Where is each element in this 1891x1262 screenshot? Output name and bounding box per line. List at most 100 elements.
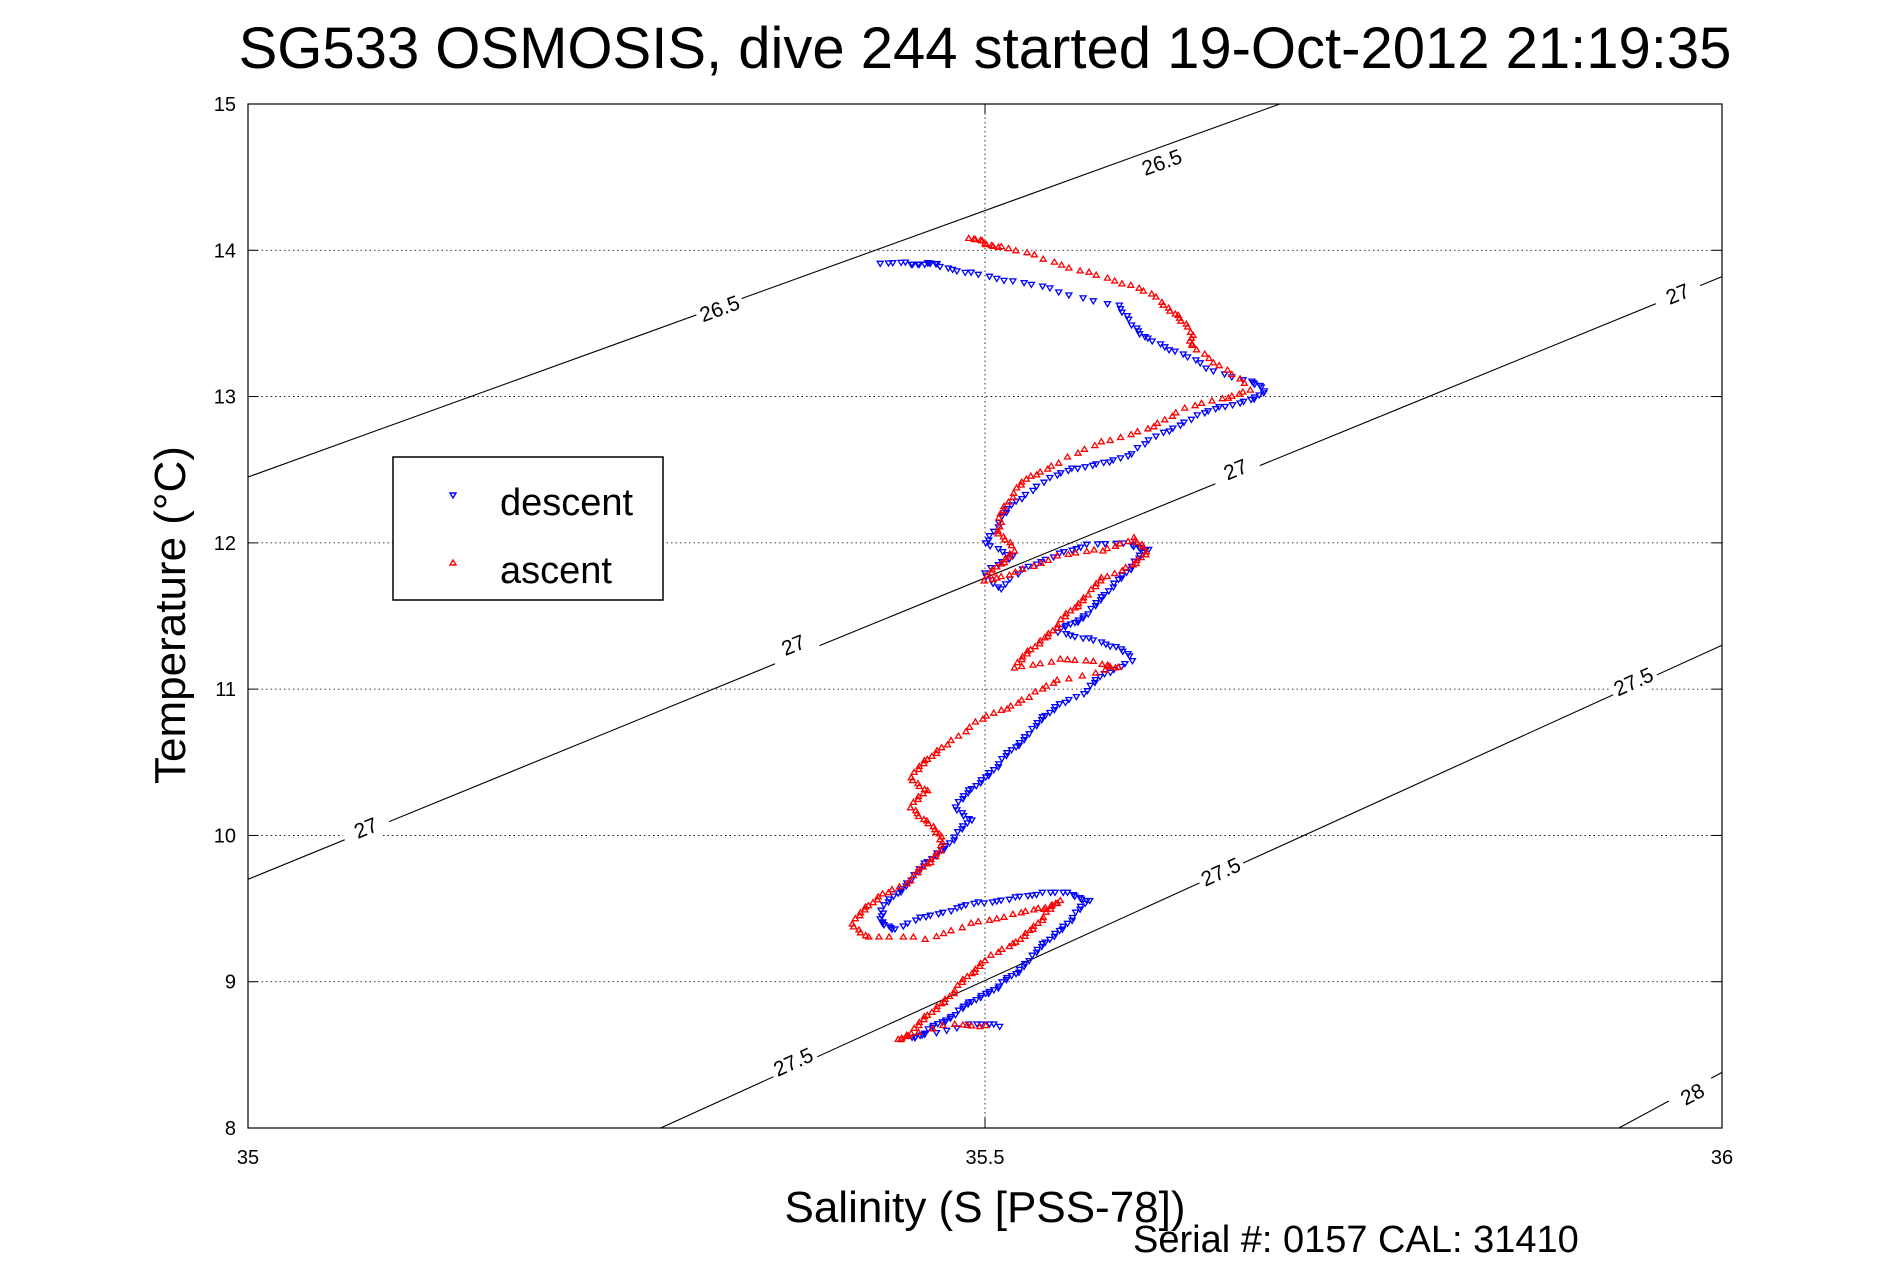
descent-point (1104, 588, 1113, 596)
y-tick-label: 9 (225, 972, 236, 994)
descent-point (1209, 368, 1218, 376)
ascent-point (1017, 477, 1026, 485)
descent-point (901, 259, 910, 267)
x-tick-label: 35 (237, 1147, 259, 1169)
ascent-point (946, 736, 956, 744)
ascent-point (884, 932, 894, 940)
ascent-point (1016, 935, 1025, 942)
descent-point (1196, 360, 1205, 368)
ascent-point (958, 923, 967, 931)
descent-point (1086, 605, 1096, 613)
descent-point (1058, 926, 1067, 934)
descent-point (980, 900, 989, 908)
ascent-point (963, 1021, 972, 1029)
ascent-point (1153, 419, 1162, 426)
chart-title: SG533 OSMOSIS, dive 244 started 19-Oct-2… (239, 16, 1732, 81)
ascent-point (932, 849, 941, 857)
ascent-point (995, 522, 1004, 530)
ascent-point (909, 932, 918, 940)
ascent-point (1018, 652, 1027, 660)
descent-point (1045, 474, 1055, 482)
ascent-point (1036, 467, 1045, 475)
descent-point (938, 909, 948, 917)
ascent-point (1053, 623, 1062, 631)
ascent-point (923, 859, 932, 867)
ascent-point (1209, 358, 1218, 366)
ascent-point (1141, 550, 1150, 558)
ascent-point (1007, 541, 1016, 549)
descent-point (1123, 453, 1133, 461)
ascent-point (961, 727, 971, 735)
ascent-point (918, 862, 928, 870)
descent-point (1082, 541, 1091, 549)
ascent-point (1091, 582, 1100, 590)
ascent-point (994, 513, 1004, 521)
ascent-point (1049, 678, 1058, 686)
ascent-point (993, 526, 1003, 534)
descent-point (1002, 506, 1012, 513)
ascent-point (1026, 471, 1035, 479)
ascent-point (1143, 424, 1153, 432)
ascent-point (1139, 286, 1148, 294)
descent-point (1070, 633, 1079, 641)
contour-label-bg (338, 806, 394, 850)
ascent-point (1180, 403, 1189, 411)
ascent-point (1033, 904, 1043, 912)
descent-point (957, 903, 966, 911)
descent-point (1159, 429, 1168, 437)
descent-point (1086, 682, 1095, 690)
descent-point (985, 1021, 994, 1029)
contour-label-bg (1208, 448, 1263, 491)
descent-point (918, 1032, 927, 1040)
ascent-point (1056, 654, 1065, 662)
ascent-point (873, 895, 882, 903)
ascent-point (1056, 615, 1065, 623)
ascent-point (1176, 316, 1186, 324)
ascent-point (1092, 270, 1101, 278)
ascent-point (923, 1011, 932, 1019)
ascent-point (1089, 545, 1099, 553)
ascent-point (988, 565, 997, 573)
ascent-point (975, 1022, 985, 1030)
contour-label-bg (1665, 1071, 1720, 1118)
ascent-point (864, 932, 873, 940)
descent-point (884, 260, 893, 268)
descent-point (890, 926, 900, 934)
ascent-point (1106, 662, 1115, 670)
ascent-point (1011, 246, 1020, 254)
descent-point (1099, 459, 1108, 467)
y-tick-label: 15 (214, 94, 236, 116)
contour-label-bg (766, 624, 821, 667)
descent-point (1133, 444, 1142, 452)
descent-point (1064, 467, 1073, 475)
descent-point (1046, 889, 1055, 897)
descent-point (947, 908, 956, 916)
ascent-point (902, 879, 912, 887)
ascent-point (1052, 675, 1062, 683)
ascent-point (982, 571, 992, 579)
ascent-point (1129, 560, 1138, 568)
descent-point (926, 912, 935, 920)
ascent-point (1064, 263, 1074, 271)
ascent-point (1078, 671, 1087, 679)
ascent-point (1056, 896, 1065, 904)
descent-point (995, 1023, 1004, 1031)
ascent-point (932, 1005, 941, 1013)
ascent-point (1063, 655, 1072, 663)
ascent-point (1183, 322, 1192, 330)
contour-label-bg (766, 1040, 821, 1084)
ascent-point (1096, 576, 1105, 584)
ascent-point (1023, 646, 1032, 654)
plot-area (248, 104, 1722, 1128)
descent-point (985, 543, 995, 551)
ascent-point (1132, 538, 1141, 545)
descent-point (1005, 896, 1014, 904)
ascent-point (1044, 556, 1053, 564)
descent-point (1246, 396, 1256, 404)
ascent-point (1106, 436, 1115, 444)
descent-point (1038, 889, 1047, 897)
descent-point (988, 899, 997, 907)
ascent-point (919, 759, 929, 767)
ascent-point (874, 932, 884, 940)
y-tick-label: 12 (214, 533, 236, 555)
